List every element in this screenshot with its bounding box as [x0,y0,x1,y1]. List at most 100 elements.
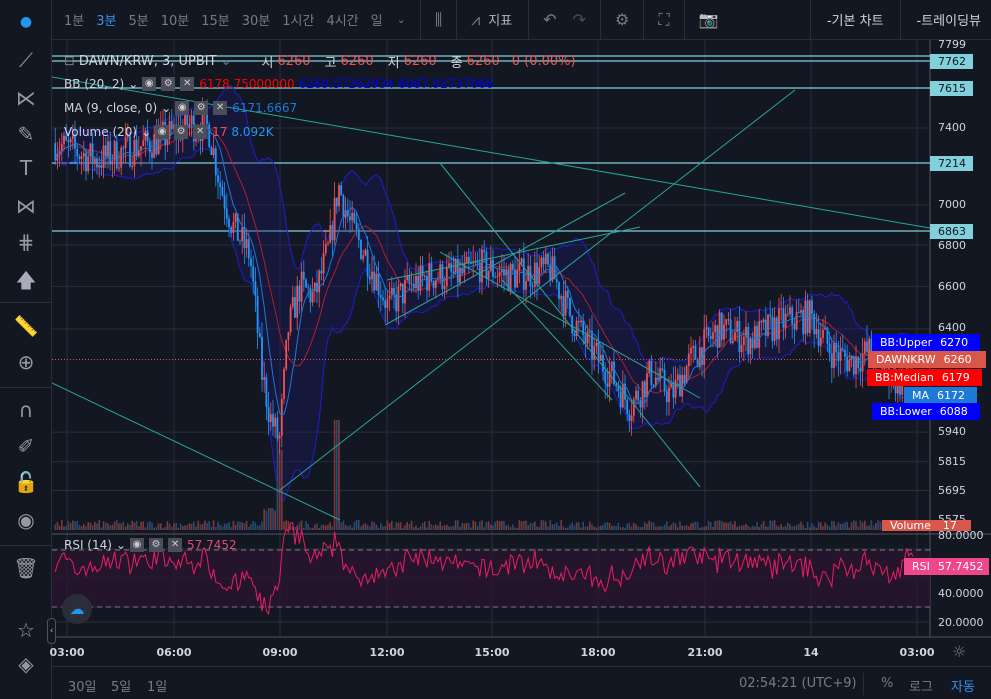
gear-icon[interactable]: ⚙ [174,125,189,139]
interval-1h[interactable]: 1시간 [282,14,315,29]
candle-body [745,326,747,337]
candle-body [461,267,464,274]
pattern-icon[interactable]: ⋈ [16,194,36,218]
interval-1m[interactable]: 1분 [64,14,85,29]
eye-icon[interactable]: ◉ [155,125,170,139]
lock-drawing-icon[interactable]: ✐ [17,434,35,458]
close-icon[interactable]: ✕ [193,125,208,139]
interval-10m[interactable]: 10분 [160,14,190,29]
range-30d[interactable]: 30일 [68,680,97,695]
volume-bar [369,526,371,530]
layers-icon[interactable]: ◈ [18,652,34,676]
interval-15m[interactable]: 15분 [201,14,230,29]
volume-bar [597,526,600,530]
trendline-icon[interactable]: ⟋ [19,48,33,72]
volume-bar [868,525,870,530]
interval-30m[interactable]: 30분 [241,14,271,29]
basic-chart-button[interactable]: -기본 차트 [826,14,884,29]
trend-line-drawing [439,251,701,399]
gear-icon[interactable]: ⚙ [149,538,164,552]
gear-icon[interactable]: ⚙ [194,101,209,115]
undo-icon[interactable]: ↶ [543,10,557,29]
fullscreen-icon[interactable]: ⛶ [658,9,670,29]
volume-bar [243,523,246,530]
rsi-name[interactable]: RSI (14) [64,538,112,552]
tradingview-logo-icon[interactable]: ☁ [62,594,92,624]
indicators-button[interactable]: 지표 [488,14,513,29]
collapse-legend-icon[interactable]: ⊟ [64,54,75,69]
interval-5m[interactable]: 5분 [128,14,149,29]
magnet-icon[interactable]: ∩ [18,398,34,422]
price-chart[interactable] [52,40,991,666]
interval-4h[interactable]: 4시간 [326,14,359,29]
star-icon[interactable]: ☆ [17,618,35,642]
zoom-in-icon[interactable]: ⊕ [17,350,35,374]
volume-bar [668,526,670,530]
trash-icon[interactable]: 🗑 [13,556,39,580]
ma-name[interactable]: MA (9, close, 0) [64,101,158,115]
pitchfork-icon[interactable]: ⋉ [16,86,36,110]
brush-icon[interactable]: ✎ [17,122,35,146]
log-toggle[interactable]: 로그 [909,680,933,695]
range-5d[interactable]: 5일 [111,680,132,695]
tradingview-button[interactable]: -트레이딩뷰 [916,14,982,29]
close-icon[interactable]: ✕ [213,101,228,115]
volume-bar [204,520,206,530]
bb-name[interactable]: BB (20, 2) [64,77,125,91]
auto-toggle[interactable]: 자동 [951,680,975,695]
volume-bar [815,527,818,530]
axis-settings-icon[interactable]: ☼ [952,642,967,661]
percent-toggle[interactable]: % [881,676,894,691]
time-tick: 06:00 [156,646,192,659]
volume-bar [870,520,873,530]
redo-icon[interactable]: ↷ [572,10,586,29]
candle-body [384,300,387,309]
candle-body [280,398,283,436]
collapse-toolbar-handle[interactable]: ‹ [47,618,56,644]
volume-name[interactable]: Volume (20) [64,125,138,139]
volume-bar [463,523,466,530]
candle-body [357,229,360,241]
close-icon[interactable]: ✕ [168,538,183,552]
low-value: 6260 [403,54,437,69]
bb-lower-value: 6087.92737066 [398,77,494,91]
axis-tick: 5815 [938,455,966,468]
volume-bar [525,520,527,530]
cursor-dot-icon[interactable]: ● [19,14,33,30]
candle-body [602,354,604,372]
indicators-icon[interactable]: ⩘ [471,9,481,29]
interval-3m[interactable]: 3분 [96,14,117,29]
chevron-down-icon[interactable]: ⌄ [396,13,406,26]
candle-body [109,141,112,165]
axis-tick: 5695 [938,484,966,497]
candle-body [206,111,208,125]
volume-bar [573,525,576,530]
gear-icon[interactable]: ⚙ [161,77,176,91]
range-1d[interactable]: 1일 [147,680,168,695]
eye-icon[interactable]: ◉ [142,77,157,91]
candle-body [690,347,692,354]
settings-gear-icon[interactable]: ⚙ [614,10,630,29]
candle-body [408,275,411,285]
eye-icon[interactable]: ◉ [130,538,145,552]
candle-style-icon[interactable]: ⫼ [434,9,443,29]
symbol-title[interactable]: DAWN/KRW, 3, UPBIT [78,54,217,69]
ruler-icon[interactable]: 📏 [13,314,39,338]
eye-icon[interactable]: ◉ [17,508,35,532]
text-icon[interactable]: T [19,156,33,180]
volume-bar [476,525,479,530]
interval-day[interactable]: 일 [370,14,383,29]
volume-bar [547,526,549,530]
measure-levels-icon[interactable]: ⋕ [17,230,35,254]
camera-icon[interactable]: 📷 [698,10,719,29]
volume-bar [311,527,314,530]
close-icon[interactable]: ✕ [180,77,195,91]
volume-bar [256,525,259,530]
eye-icon[interactable]: ◉ [175,101,190,115]
arrow-up-icon[interactable]: 🡅 [15,268,37,292]
candle-body [371,271,373,280]
candle-body [580,320,582,323]
candle-body [151,152,153,158]
rsi-axis-tick: 40.0000 [938,587,984,600]
unlock-icon[interactable]: 🔓 [13,470,39,494]
